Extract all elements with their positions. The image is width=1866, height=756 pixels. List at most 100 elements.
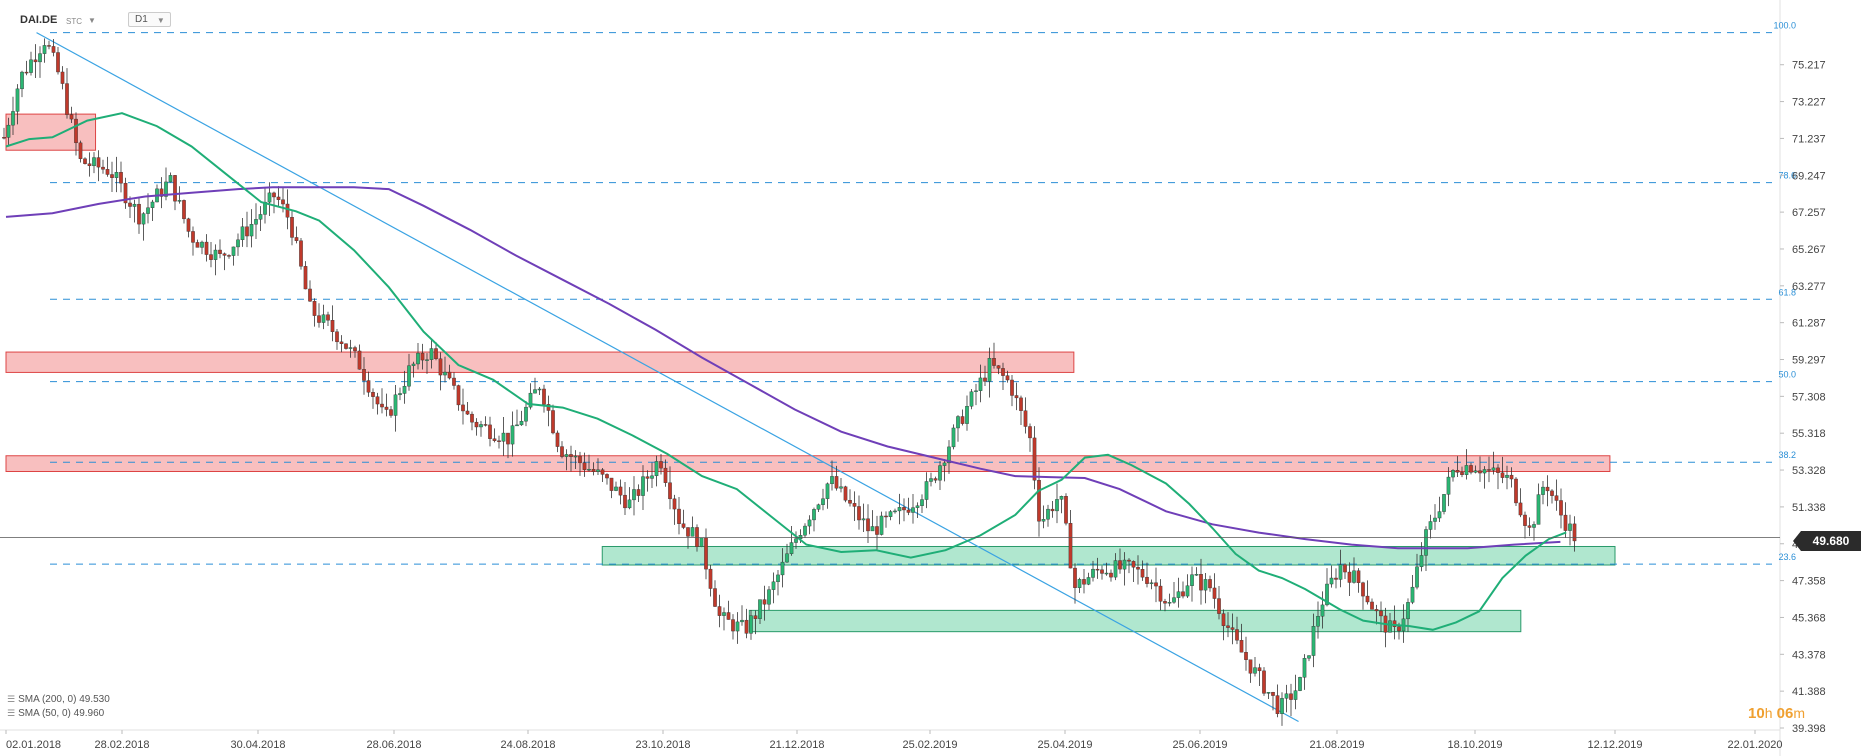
candle-body [591,468,596,472]
x-tick-label: 22.01.2020 [1727,739,1782,751]
candle-body [74,118,78,144]
candle-body [951,427,956,448]
candle [1545,475,1550,507]
candle [1302,654,1307,690]
candle [879,511,884,536]
candle-body [528,392,533,408]
fib-label-2: 61.8 [1778,287,1796,297]
candle-body [600,469,605,475]
candle [1370,598,1374,610]
candle-body [519,420,524,426]
candle-body [965,406,969,424]
candle [686,527,690,549]
candle-body [1428,521,1433,530]
candle [173,175,177,211]
candle-body [906,509,911,513]
candle-body [659,461,663,469]
candle-body [434,348,438,360]
candle [1356,568,1361,593]
candle-body [1320,604,1325,617]
candle [1046,504,1050,527]
candle [726,600,731,620]
candle [938,461,942,491]
candle-body [1208,579,1212,589]
candle [1284,684,1289,713]
candle-body [551,410,555,434]
candle [614,481,618,492]
candle [735,612,740,644]
candle [240,217,245,247]
candle [1343,563,1347,580]
legend-sma200[interactable]: ☰ SMA (200, 0) 49.530 [7,694,110,705]
candle [101,159,105,174]
candle-body [555,432,560,447]
candle [1298,676,1302,692]
candle-body [510,425,515,445]
candle-body [114,172,119,178]
candle-body [249,224,254,237]
candle-body [654,461,659,477]
candle [816,503,821,513]
candle-body [123,182,128,204]
candle-body [1145,576,1149,584]
candle-body [1370,601,1374,610]
candle [1055,483,1059,524]
candle-body [245,226,249,237]
candle [866,504,870,544]
legend-sma50[interactable]: ☰ SMA (50, 0) 49.960 [7,708,104,719]
candle-body [51,46,56,53]
candle [1392,605,1397,640]
candle [200,240,204,255]
chevron-down-icon: ▼ [156,16,165,25]
y-tick-label: 73.227 [1792,97,1826,109]
candle [1289,683,1293,717]
indicator-settings-icon[interactable]: ☰ [7,694,16,704]
candle-body [1442,494,1446,512]
candle-body [290,217,294,238]
candle [803,523,807,538]
candle [384,393,389,417]
candle-body [33,59,38,63]
candle-body [1091,568,1095,578]
candle [920,494,924,513]
candle-body [1392,620,1397,627]
timeframe-select[interactable]: D1 ▼ [128,12,171,27]
candle [1361,581,1365,610]
timer-hours: 10 [1748,705,1765,722]
candle [6,117,11,146]
candle-body [1082,579,1086,585]
candle [1203,573,1208,604]
candle-body [492,438,497,441]
candle [1527,517,1532,537]
candle [510,411,515,457]
candle-body [483,424,488,426]
candle [1194,567,1199,576]
candle [1226,612,1230,638]
candle-body [1158,585,1163,602]
candle-body [681,523,686,528]
candle-body [1203,579,1208,591]
candle-body [1406,602,1410,620]
indicator-settings-icon[interactable]: ☰ [7,708,16,718]
candle-countdown: 10h 06m [1748,705,1805,722]
candle-body [1163,601,1167,604]
source-dropdown-icon[interactable]: ▼ [88,16,96,25]
candle-body [1365,595,1370,603]
candle [753,610,758,635]
candle [1536,483,1541,525]
candle [249,209,254,248]
candle [299,237,303,270]
candle [263,186,267,224]
y-tick-label: 65.267 [1792,244,1826,256]
candle-body [1433,517,1437,522]
candle [294,226,299,244]
candle [1248,659,1253,683]
candle-body [920,499,924,506]
candle-body [1122,559,1127,570]
candle [465,401,470,416]
candle [1212,573,1217,609]
candle [1014,382,1019,411]
candle [749,609,753,640]
